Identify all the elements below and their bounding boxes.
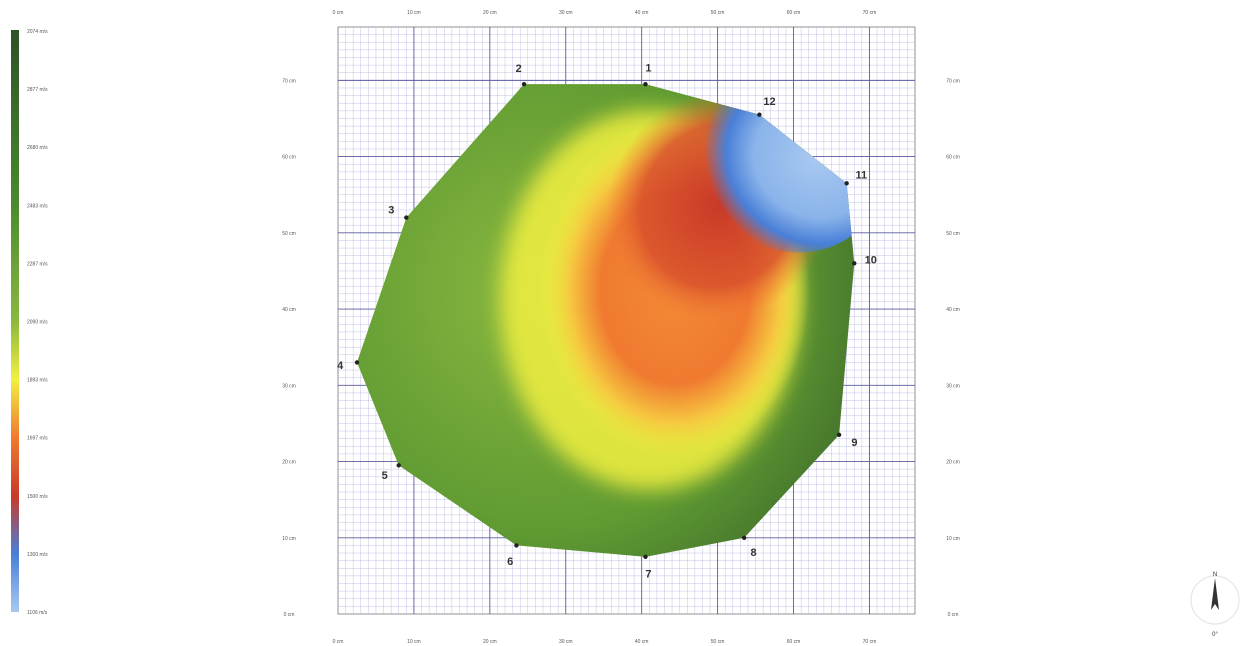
sensor-7-label: 7 xyxy=(645,569,651,581)
x-tick-label-bottom: 50 cm xyxy=(711,639,725,645)
legend-label: 2483 m/s xyxy=(27,203,48,209)
legend-label: 2680 m/s xyxy=(27,145,48,151)
sensor-4-label: 4 xyxy=(337,360,344,372)
sensor-6-label: 6 xyxy=(507,556,513,568)
x-tick-label-bottom: 60 cm xyxy=(787,639,801,645)
x-tick-label-top: 70 cm xyxy=(863,10,877,16)
sensor-11-dot[interactable] xyxy=(844,181,849,186)
compass-north-label: N xyxy=(1213,572,1217,578)
y-tick-label-right: 70 cm xyxy=(946,78,960,84)
x-tick-label-bottom: 10 cm xyxy=(407,639,421,645)
legend-label: 2074 m/s xyxy=(27,29,48,35)
sensor-6-dot[interactable] xyxy=(514,543,519,548)
x-tick-label-top: 40 cm xyxy=(635,10,649,16)
x-tick-label-top: 30 cm xyxy=(559,10,573,16)
x-tick-label-bottom: 30 cm xyxy=(559,639,573,645)
compass-angle-label: 0° xyxy=(1212,632,1218,638)
y-tick-label-right: 40 cm xyxy=(946,307,960,313)
x-tick-label-bottom: 70 cm xyxy=(863,639,877,645)
y-tick-label-right: 60 cm xyxy=(946,155,960,161)
legend-label: 1697 m/s xyxy=(27,436,48,442)
sensor-1-label: 1 xyxy=(645,62,651,74)
color-legend: 2074 m/s 2877 m/s 2680 m/s 2483 m/s 2287 m/s… xyxy=(11,29,48,616)
sensor-2-dot[interactable] xyxy=(521,81,527,87)
y-tick-label-left: 50 cm xyxy=(282,231,296,237)
y-tick-label-left: 30 cm xyxy=(282,383,296,389)
y-tick-label-right: 30 cm xyxy=(946,383,960,389)
legend-label: 2877 m/s xyxy=(27,87,48,93)
y-tick-label-left: 0 cm xyxy=(284,612,295,618)
x-tick-label-bottom: 0 cm xyxy=(333,639,344,645)
legend-label: 1106 m/s xyxy=(27,610,48,616)
legend-label: 1300 m/s xyxy=(27,552,48,558)
y-tick-label-left: 40 cm xyxy=(282,307,296,313)
legend-bar xyxy=(11,30,19,612)
y-tick-label-right: 0 cm xyxy=(948,612,959,618)
legend-labels: 2074 m/s 2877 m/s 2680 m/s 2483 m/s 2287 m/s… xyxy=(27,29,48,616)
compass-circle xyxy=(1190,575,1240,625)
y-tick-label-left: 20 cm xyxy=(282,460,296,466)
x-tick-label-top: 60 cm xyxy=(787,10,801,16)
x-tick-label-top: 10 cm xyxy=(407,10,421,16)
y-tick-label-left: 60 cm xyxy=(282,155,296,161)
sensor-5-dot[interactable] xyxy=(396,463,401,468)
sensor-9-dot[interactable] xyxy=(836,432,842,438)
legend-label: 2287 m/s xyxy=(27,261,48,267)
compass[interactable]: N 0° xyxy=(1190,572,1240,638)
x-tick-label-top: 0 cm xyxy=(333,10,344,16)
y-tick-label-right: 50 cm xyxy=(946,231,960,237)
sensor-8-label: 8 xyxy=(750,547,756,559)
legend-label: 1893 m/s xyxy=(27,378,48,384)
sensor-9-label: 9 xyxy=(851,437,857,449)
sensor-4-dot[interactable] xyxy=(354,360,360,365)
y-tick-label-left: 10 cm xyxy=(282,536,296,542)
sensor-7-dot[interactable] xyxy=(643,554,648,560)
x-tick-label-top: 50 cm xyxy=(711,10,725,16)
x-tick-label-bottom: 20 cm xyxy=(483,639,497,645)
sensor-11-label: 11 xyxy=(856,170,868,182)
y-tick-label-left: 70 cm xyxy=(282,78,296,84)
x-tick-label-top: 20 cm xyxy=(483,10,497,16)
sensor-8-dot[interactable] xyxy=(741,535,747,540)
sensor-3-dot[interactable] xyxy=(404,215,409,220)
velocity-field xyxy=(356,84,855,557)
x-tick-label-bottom: 40 cm xyxy=(635,639,649,645)
sensor-12-label: 12 xyxy=(763,96,775,108)
sensor-3-label: 3 xyxy=(388,204,394,216)
sensor-10-dot[interactable] xyxy=(852,261,857,266)
y-tick-label-right: 10 cm xyxy=(946,536,960,542)
sensor-1-dot[interactable] xyxy=(643,81,648,87)
legend-label: 2090 m/s xyxy=(27,320,48,326)
y-tick-label-right: 20 cm xyxy=(946,460,960,466)
sensor-10-label: 10 xyxy=(865,254,877,266)
legend-label: 1500 m/s xyxy=(27,494,48,500)
sensor-2-label: 2 xyxy=(516,63,522,75)
sensor-12-dot[interactable] xyxy=(757,112,762,117)
compass-needle-icon xyxy=(1211,578,1219,610)
sensor-5-label: 5 xyxy=(382,470,388,482)
